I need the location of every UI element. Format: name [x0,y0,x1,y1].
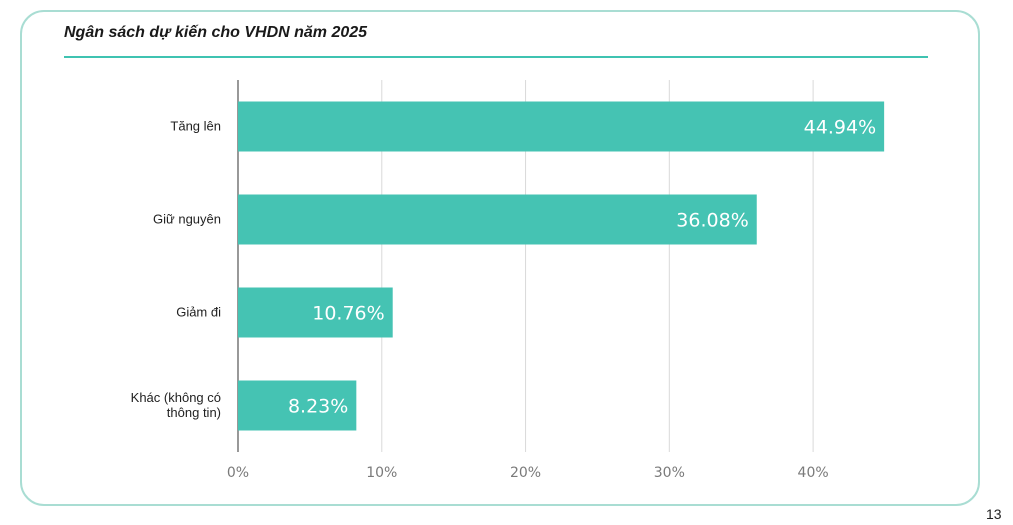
category-label: Giữ nguyên [153,212,221,227]
x-tick-label: 40% [798,465,829,481]
bar-1 [238,194,757,245]
title-underline [64,56,928,58]
category-label: Tăng lên [170,119,221,134]
data-label: 36.08% [676,210,748,232]
x-tick-label: 20% [510,465,541,481]
data-label: 8.23% [288,396,348,418]
data-label: 10.76% [312,303,384,325]
x-tick-label: 0% [227,465,249,481]
category-label: thông tin) [167,405,221,420]
bar-2 [238,287,393,338]
page-number: 13 [986,506,1002,522]
chart-card [20,10,980,506]
chart-title: Ngân sách dự kiến cho VHDN năm 2025 [64,24,368,41]
data-label: 44.94% [804,117,876,139]
category-label: Khác (không có [131,390,221,405]
bar-3 [238,380,357,431]
x-tick-label: 10% [366,465,397,481]
category-label: Giảm đi [176,305,221,320]
bar-0 [238,101,885,152]
x-tick-label: 30% [654,465,685,481]
